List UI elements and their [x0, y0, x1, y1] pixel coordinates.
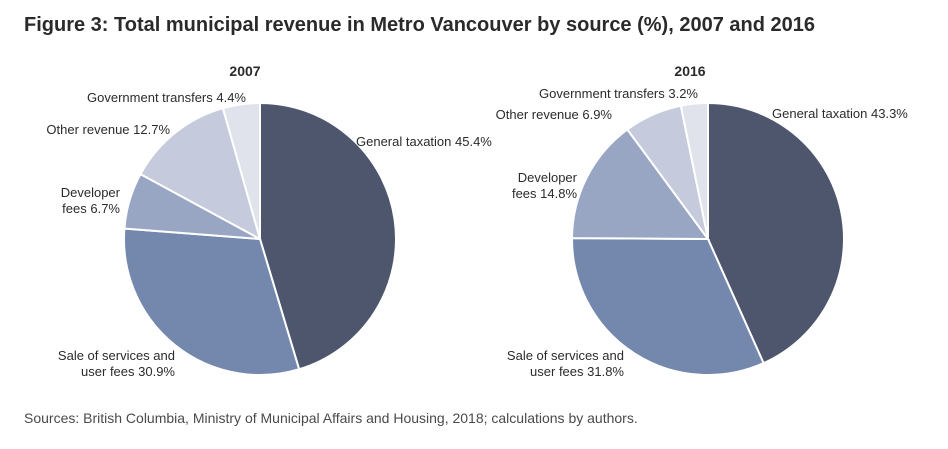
pie-slice	[679, 101, 709, 240]
figure-title: Figure 3: Total municipal revenue in Met…	[24, 14, 815, 36]
pie-title: 2007	[229, 63, 260, 79]
slice-label: Government transfers 4.4%	[87, 90, 246, 105]
pie-slice	[123, 227, 301, 376]
pie-title: 2016	[674, 63, 705, 79]
pie-slice	[139, 106, 262, 242]
pie-slice	[570, 237, 765, 377]
slice-label: Sale of services and user fees 31.8%	[507, 348, 625, 379]
slice-label: Sale of services and user fees 30.9%	[58, 348, 176, 379]
pie-slice	[221, 101, 261, 240]
slice-label: General taxation 43.3%	[772, 106, 908, 121]
slice-label: General taxation 45.4%	[356, 134, 492, 149]
slice-label: Other revenue 6.9%	[496, 107, 613, 122]
pie-chart-2016: 2016 General taxation 43.3% Sale of servic…	[496, 63, 909, 379]
source-note: Sources: British Columbia, Ministry of M…	[24, 410, 638, 426]
slice-label: Government transfers 3.2%	[539, 86, 698, 101]
slice-label: Other revenue 12.7%	[46, 122, 170, 137]
slice-label: Developer fees 14.8%	[512, 170, 578, 201]
slice-label: Developer fees 6.7%	[61, 185, 121, 216]
pie-slice	[259, 101, 398, 371]
pie-slice	[707, 101, 845, 365]
pie-slice	[570, 128, 710, 241]
pie-chart-2007: 2007 General taxation 45.4% Sale of servic…	[46, 63, 492, 379]
